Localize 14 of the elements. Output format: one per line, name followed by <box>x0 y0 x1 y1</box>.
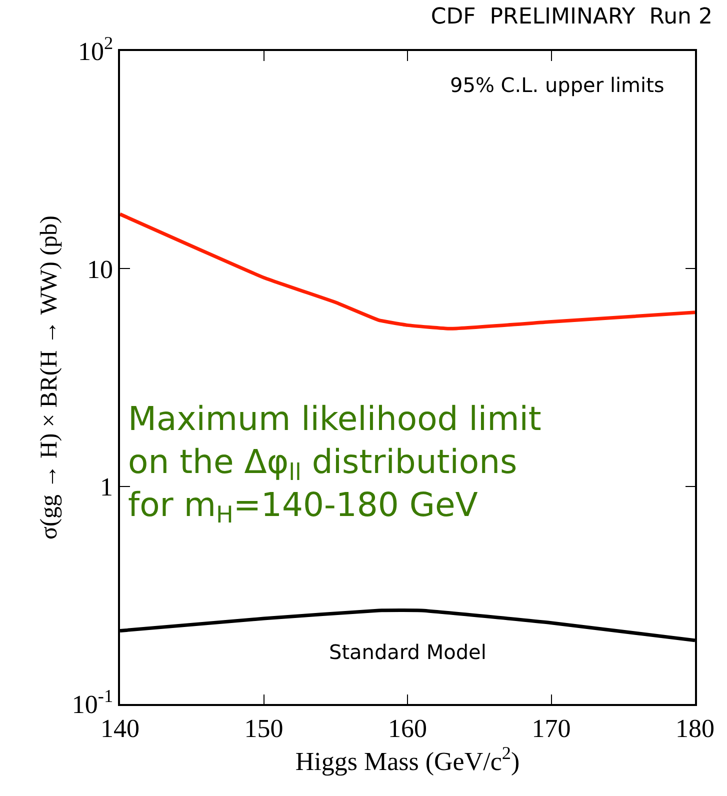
y-tick-label: 10$^{2}$ <box>78 33 114 66</box>
x-tick-label: 150 <box>244 714 284 743</box>
text: Maximum likelihood limit on the Δφ$_{ll}$ distributions for m$_{H}$=140-180 GeV <box>128 399 542 529</box>
annotation: Standard Model <box>329 640 486 664</box>
x-tick-label: 160 <box>388 714 427 743</box>
x-tick-label: 180 <box>676 714 714 743</box>
x-tick-label: 170 <box>532 714 571 743</box>
y-tick-label: 10 <box>87 254 114 284</box>
y-axis-title: σ(gg → H) × BR(H → WW) (pb) <box>36 216 62 540</box>
annotation: 95% C.L. upper limits <box>450 73 664 97</box>
line-series <box>120 212 695 330</box>
chart-title: CDF PRELIMINARY Run 2 <box>430 4 712 30</box>
x-axis-title: Higgs Mass (GeV/c$^{2}$) <box>295 742 520 776</box>
y-tick-label: 1 <box>100 472 114 502</box>
